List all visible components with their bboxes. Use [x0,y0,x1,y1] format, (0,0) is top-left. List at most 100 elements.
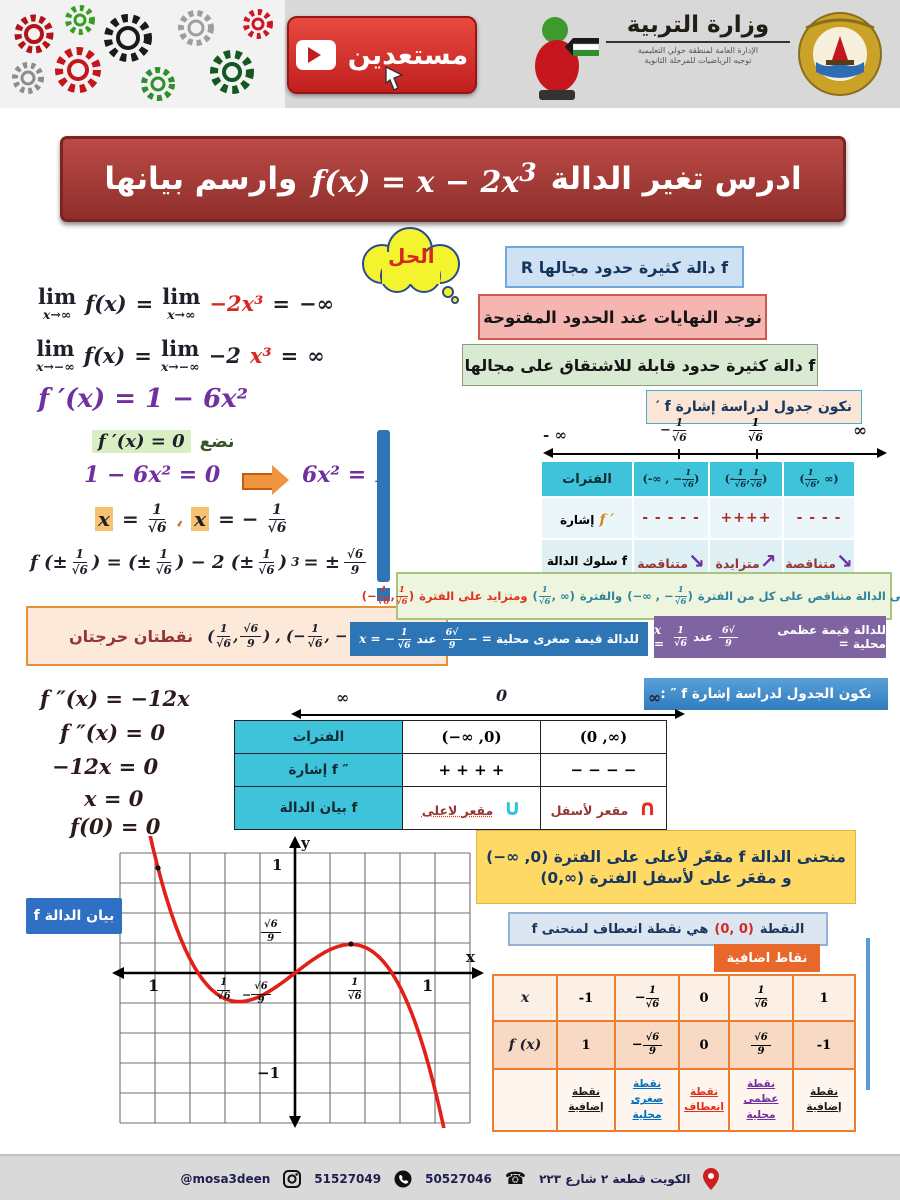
lim-operator: lim x→∞ [38,284,77,322]
footer-instagram-handle[interactable]: @mosa3deen [180,1172,271,1186]
fsecond-sign-table: الفترات (−∞ ,0) (0 ,∞) إشارة f ″ + + + +… [234,720,667,830]
ministry-divider [606,41,790,43]
concavity-note-line1: منحنى الدالة f مقعّر لأعلى على الفترة (−… [486,847,846,866]
instagram-icon [283,1170,302,1188]
point-marker [155,865,161,871]
local-min-box: للدالة قيمة صغرى محلية = − √6 9 عند x = −… [350,622,648,656]
axis2-zero: 0 [496,686,508,705]
x-value-2: −1 √6 [614,974,680,1022]
footer-whatsapp-number[interactable]: 51527049 [314,1172,382,1186]
decreasing-arrow-icon: ↘ [835,549,853,573]
equation-a: 1 − 6x² = 0 [84,462,221,488]
desc-empty [492,1068,558,1132]
point-desc-2: نقطة صغرى محلية [614,1068,680,1132]
location-pin-icon [703,1168,720,1190]
concave-down-icon: ∩ [638,795,657,821]
point-desc-5: نقطة إضافية [792,1068,856,1132]
header-banner: مستعدين وزارة التربية الإدارة العامة لمن… [0,0,900,108]
concavity-note-line2: و مقعَر على لأسفل الفترة (0,∞) [540,868,792,887]
whatsapp-icon [394,1170,412,1188]
fx-value-4: √6 9 [728,1020,794,1070]
decreasing-arrow-icon: ↘ [687,549,705,573]
fprime-sign-3: - - - - [782,496,856,540]
function-curve [146,826,454,1167]
limit-line-2: lim x→−∞ f(x) = lim x→−∞ −2 x³ = ∞ [36,336,325,374]
inflection-point: (0, 0) [714,921,754,937]
fsecond-sign-1: + + + + [402,753,541,787]
fsecond-eq-2: f ″(x) = 0 [60,720,165,745]
x-tick-neg-1-sqrt6: 1 √6 [217,977,231,1002]
fprime-sign-label: إشارة f ′ [540,496,634,540]
local-max-box: للدالة قيمة عظمى محلية = √6 9 عند x = 1 √6 [654,616,886,658]
fsecond-sign-label: إشارة f ″ [234,753,403,787]
axis-pos-1-sqrt6: 1 √6 [748,417,763,443]
graph-caption-box: بيان الدالة f [26,898,122,934]
extra-points-label: نقاط اضافية [714,944,820,972]
footer-bar: الكويت قطعة ٢ شارع ٢٢٣ ☎ 50527046 515270… [0,1154,900,1200]
implies-arrow [242,465,290,495]
section-divider-bar [377,430,390,582]
extra-points-table: x -1 −1 √6 0 1 √6 1 f (x) 1 − √6 9 0 √6 9 -1 … [492,974,856,1132]
intervals-header: الفترات [540,460,634,498]
frac-1-sqrt6: 1 √6 [682,467,695,490]
interval-3: (1 √6, ∞) [782,460,856,498]
function-graph: y x 1 √6 9 − √6 9 −1 1 1 √6 1 √6 1 [112,826,484,1167]
fprime-number-line [543,448,887,459]
max-x-value: x = 1 √6 [654,623,688,651]
axis2-right-infinity: ∞ [648,688,662,707]
critical-value-line: f (± 1 √6 ) = (± 1 √6 ) − 2 (± 1 √6 ) 3 = ± … [30,547,367,577]
ministry-title: وزارة التربية [626,12,770,38]
frac-1-sqrt6: 1 √6 [748,416,763,444]
lim-operator: lim x→∞ [162,284,201,322]
interval-increasing: (− 1 √6, 1 √6) [361,584,415,607]
axis-arrowheads [112,836,484,1128]
frac-1-sqrt6: 1 √6 [147,502,167,536]
equation-b: 6x² = 1 [302,462,390,488]
title-formula: f(x) = x − 2x3 [311,158,537,200]
ministry-line2: توجيه الرياضيات للمرحلة الثانوية [644,56,752,66]
axis-neg-infinity: - ∞ [543,426,567,444]
x-value-5: 1 [792,974,856,1022]
gears-decoration [0,0,285,108]
interval2-2: (0 ,∞) [540,720,667,754]
fx-row-header: f (x) [492,1020,558,1070]
fx-value-2: − √6 9 [614,1020,680,1070]
frac-1-sqrt6: 1 √6 [750,467,763,490]
min-x-value: x = −1 √6 [359,626,411,651]
differentiable-note-box: f دالة كثيرة حدود قابلة للاشتقاق على مجا… [462,344,818,386]
fprime-sign-table: الفترات (-∞ , −1 √6) (- 1 √6, 1 √6) (1 √6, ∞) … [540,460,856,584]
frac-1-sqrt6: 1 √6 [395,584,408,607]
axis2-left-infinity: ∞ [336,688,350,707]
frac-1-sqrt6: 1 √6 [538,584,551,607]
frac-1-sqrt6: 1 √6 [217,977,231,1002]
point-marker [348,941,354,947]
title-text-trail: وارسم بيانها [104,161,298,197]
x-tick-right1: 1 [422,976,434,995]
interval-decreasing-1: (−∞ , −1 √6) [627,584,693,607]
ministry-block: وزارة التربية الإدارة العامة لمنطقة حولي… [598,12,798,67]
frac-1-sqrt6: 1 √6 [397,626,411,651]
axis-pos-infinity: ∞ [853,421,868,441]
intervals2-header: الفترات [234,720,403,754]
mascot-graphic [535,17,600,100]
graph-canvas [112,826,484,1167]
point-desc-4: نقطة عظمى محلية [728,1068,794,1132]
x-value-3: 0 [678,974,730,1022]
first-derivative: f ′(x) = 1 − 6x² [38,384,249,414]
youtube-button[interactable]: مستعدين [287,16,477,94]
footer-address: الكويت قطعة ٢ شارع ٢٢٣ [539,1172,691,1186]
frac-1-sqrt6: 1 √6 [267,502,287,536]
right-divider-strip [866,938,870,1090]
frac-1-sqrt6: 1 √6 [216,621,232,650]
kuwait-emblem [798,12,882,96]
x-axis-label: x [466,948,475,966]
footer-phone-number[interactable]: 50527046 [425,1172,492,1186]
point-desc-1: نقطة إضافية [556,1068,616,1132]
concavity-note-box: منحنى الدالة f مقعّر لأعلى على الفترة (−… [476,830,856,904]
y-tick-1: 1 [272,856,283,874]
frac-1-sqrt6: 1 √6 [258,547,275,577]
